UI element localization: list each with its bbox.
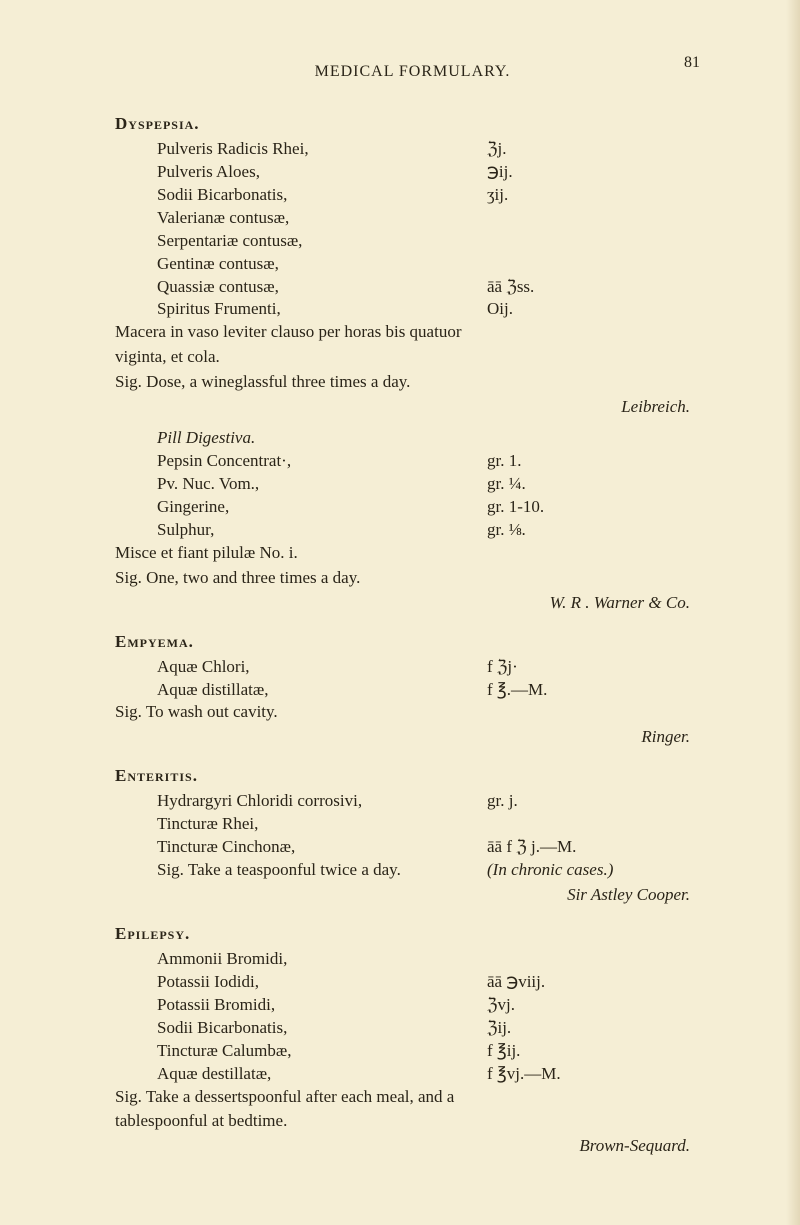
- running-header: MEDICAL FORMULARY. 81: [115, 60, 710, 83]
- ingredient-name: Pv. Nuc. Vom.,: [157, 473, 487, 496]
- ingredient-name: Tincturæ Calumbæ,: [157, 1040, 487, 1063]
- sig-text: Sig. Dose, a wineglassful three times a …: [115, 371, 710, 394]
- ingredient-line: Potassii Iodidi, āā ℈viij.: [157, 971, 710, 994]
- ingredient-name: Sodii Bicarbonatis,: [157, 1017, 487, 1040]
- ingredient-line: Sodii Bicarbonatis, ℨij.: [157, 1017, 710, 1040]
- sig-text: Sig. Take a teaspoonful twice a day.: [157, 859, 487, 882]
- ingredient-qty: [487, 207, 710, 230]
- ingredient-line: Quassiæ contusæ, āā ℨss.: [157, 276, 710, 299]
- ingredient-qty: [487, 948, 710, 971]
- ingredient-line: Aquæ distillatæ, f ℥.—M.: [157, 679, 710, 702]
- ingredient-qty: ℨj.: [487, 138, 710, 161]
- heading-dyspepsia: Dyspepsia.: [115, 113, 710, 136]
- running-title: MEDICAL FORMULARY.: [315, 61, 511, 83]
- ingredient-line: Tincturæ Calumbæ, f ℥ij.: [157, 1040, 710, 1063]
- ingredient-qty: f ℨj·: [487, 656, 710, 679]
- ingredient-name: Sulphur,: [157, 519, 487, 542]
- ingredient-qty: āā ℈viij.: [487, 971, 710, 994]
- attribution: Leibreich.: [115, 396, 690, 419]
- ingredient-line: Pulveris Aloes, ℈ij.: [157, 161, 710, 184]
- ingredient-line: Tincturæ Cinchonæ, āā f ℨ j.—M.: [157, 836, 710, 859]
- ingredient-qty: f ℥ij.: [487, 1040, 710, 1063]
- heading-enteritis: Enteritis.: [115, 765, 710, 788]
- ingredient-qty: Oij.: [487, 298, 710, 321]
- ingredient-qty: f ℥vj.—M.: [487, 1063, 710, 1086]
- ingredient-name: Aquæ distillatæ,: [157, 679, 487, 702]
- ingredient-qty: gr. ⅛.: [487, 519, 710, 542]
- sig-line: Sig. Take a teaspoonful twice a day. (In…: [157, 859, 710, 882]
- ingredient-qty: āā ℨss.: [487, 276, 710, 299]
- ingredient-line: Gentinæ contusæ,: [157, 253, 710, 276]
- body-text: Sig. Take a dessertspoonful after each m…: [115, 1086, 710, 1109]
- ingredient-qty: gr. 1-10.: [487, 496, 710, 519]
- ingredient-line: Potassii Bromidi, ℨvj.: [157, 994, 710, 1017]
- page-number: 81: [684, 52, 700, 74]
- ingredient-line: Tincturæ Rhei,: [157, 813, 710, 836]
- ingredient-qty: ℈ij.: [487, 161, 710, 184]
- sig-note: (In chronic cases.): [487, 859, 710, 882]
- attribution: Sir Astley Cooper.: [115, 884, 690, 907]
- sig-text: Sig. To wash out cavity.: [115, 701, 710, 724]
- ingredient-line: Aquæ Chlori, f ℨj·: [157, 656, 710, 679]
- ingredient-name: Aquæ destillatæ,: [157, 1063, 487, 1086]
- ingredient-line: Pv. Nuc. Vom., gr. ¼.: [157, 473, 710, 496]
- ingredient-qty: [487, 253, 710, 276]
- ingredient-line: Sodii Bicarbonatis, ʒij.: [157, 184, 710, 207]
- ingredient-name: Quassiæ contusæ,: [157, 276, 487, 299]
- ingredient-name: Pulveris Radicis Rhei,: [157, 138, 487, 161]
- body-text: Macera in vaso leviter clauso per horas …: [115, 321, 710, 344]
- page-edge-stain: [786, 0, 800, 1225]
- ingredient-line: Aquæ destillatæ, f ℥vj.—M.: [157, 1063, 710, 1086]
- ingredient-name: Tincturæ Rhei,: [157, 813, 487, 836]
- ingredient-qty: [487, 230, 710, 253]
- ingredient-qty: gr. ¼.: [487, 473, 710, 496]
- ingredient-name: Potassii Bromidi,: [157, 994, 487, 1017]
- ingredient-qty: āā f ℨ j.—M.: [487, 836, 710, 859]
- ingredient-line: Pepsin Concentrat·, gr. 1.: [157, 450, 710, 473]
- ingredient-line: Gingerine, gr. 1-10.: [157, 496, 710, 519]
- ingredient-qty: [487, 813, 710, 836]
- ingredient-qty: ℨij.: [487, 1017, 710, 1040]
- ingredient-name: Spiritus Frumenti,: [157, 298, 487, 321]
- ingredient-qty: ℨvj.: [487, 994, 710, 1017]
- body-text: viginta, et cola.: [115, 346, 710, 369]
- ingredient-qty: gr. 1.: [487, 450, 710, 473]
- ingredient-name: Hydrargyri Chloridi corrosivi,: [157, 790, 487, 813]
- ingredient-name: Pulveris Aloes,: [157, 161, 487, 184]
- ingredient-name: Tincturæ Cinchonæ,: [157, 836, 487, 859]
- ingredient-line: Sulphur, gr. ⅛.: [157, 519, 710, 542]
- attribution: Ringer.: [115, 726, 690, 749]
- ingredient-qty: ʒij.: [487, 184, 710, 207]
- heading-epilepsy: Epilepsy.: [115, 923, 710, 946]
- page-content: MEDICAL FORMULARY. 81 Dyspepsia. Pulveri…: [0, 0, 800, 1206]
- ingredient-line: Spiritus Frumenti, Oij.: [157, 298, 710, 321]
- ingredient-name: Gingerine,: [157, 496, 487, 519]
- misc-text: Misce et fiant pilulæ No. i.: [115, 542, 710, 565]
- heading-empyema: Empyema.: [115, 631, 710, 654]
- ingredient-name: Serpentariæ contusæ,: [157, 230, 487, 253]
- body-text: tablespoonful at bedtime.: [115, 1110, 710, 1133]
- ingredient-line: Valerianæ contusæ,: [157, 207, 710, 230]
- ingredient-name: Sodii Bicarbonatis,: [157, 184, 487, 207]
- ingredient-qty: gr. j.: [487, 790, 710, 813]
- attribution: Brown-Sequard.: [115, 1135, 690, 1158]
- ingredient-line: Serpentariæ contusæ,: [157, 230, 710, 253]
- ingredient-name: Ammonii Bromidi,: [157, 948, 487, 971]
- ingredient-qty: f ℥.—M.: [487, 679, 710, 702]
- ingredient-line: Hydrargyri Chloridi corrosivi, gr. j.: [157, 790, 710, 813]
- ingredient-name: Pepsin Concentrat·,: [157, 450, 487, 473]
- sig-text: Sig. One, two and three times a day.: [115, 567, 710, 590]
- attribution: W. R . Warner & Co.: [115, 592, 690, 615]
- ingredient-line: Ammonii Bromidi,: [157, 948, 710, 971]
- subheading-pill-digestiva: Pill Digestiva.: [157, 427, 710, 450]
- ingredient-name: Valerianæ contusæ,: [157, 207, 487, 230]
- ingredient-name: Potassii Iodidi,: [157, 971, 487, 994]
- ingredient-name: Gentinæ contusæ,: [157, 253, 487, 276]
- ingredient-line: Pulveris Radicis Rhei, ℨj.: [157, 138, 710, 161]
- ingredient-name: Aquæ Chlori,: [157, 656, 487, 679]
